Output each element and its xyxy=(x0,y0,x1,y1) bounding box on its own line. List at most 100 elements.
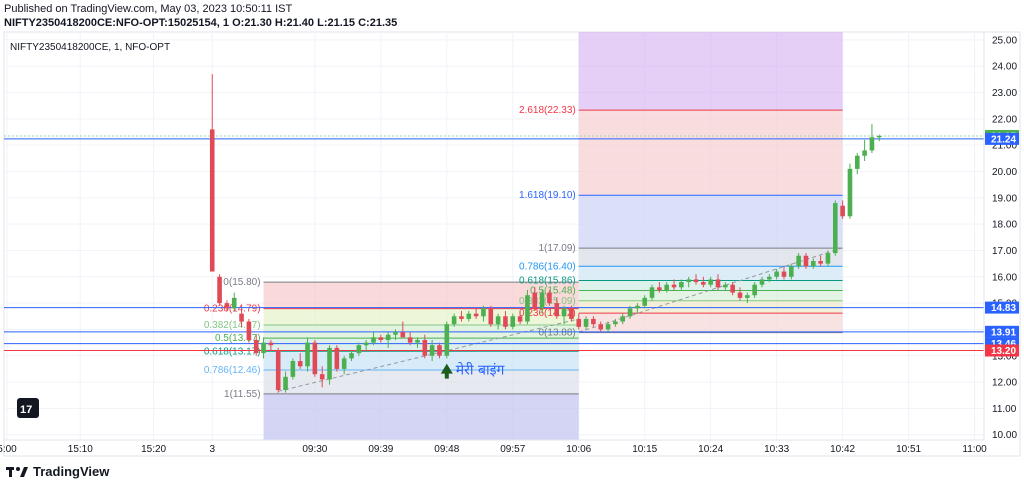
candle-body xyxy=(862,150,867,156)
candle xyxy=(561,305,567,325)
candle-body xyxy=(752,284,757,296)
candle xyxy=(334,345,340,372)
candle xyxy=(305,337,310,372)
candle xyxy=(341,355,347,375)
candle-body xyxy=(451,316,457,325)
candle-body xyxy=(657,287,662,290)
candle xyxy=(825,250,831,267)
price-tick-label: 19.00 xyxy=(992,193,1017,204)
candle xyxy=(745,292,750,304)
candle xyxy=(613,318,618,327)
price-axis-tag[interactable]: 13.91 xyxy=(985,325,1019,339)
fib-level-label: 0.236(14.62) xyxy=(519,308,576,319)
candle-body xyxy=(261,342,266,354)
candle xyxy=(481,305,486,322)
chart-frame xyxy=(3,31,1021,457)
candle xyxy=(840,200,845,219)
candle xyxy=(723,282,728,290)
price-tag-label: 14.83 xyxy=(991,303,1016,314)
candle xyxy=(796,253,801,269)
tv-watermark-icon: 17 xyxy=(17,398,39,418)
price-axis-tag[interactable]: 13.20 xyxy=(985,344,1019,358)
candle-body xyxy=(444,324,450,356)
fib-band xyxy=(578,313,843,333)
fib-level-label: 1.618(19.10) xyxy=(519,190,576,201)
price-axis-tag[interactable]: 14.83 xyxy=(985,301,1019,315)
candle-body xyxy=(319,374,325,380)
tradingview-brand: TradingView xyxy=(33,464,110,479)
candle-body xyxy=(554,303,560,317)
fib-level-label: 0.786(12.46) xyxy=(204,365,261,376)
time-tick-label: 15:20 xyxy=(141,444,166,455)
candle-body xyxy=(209,129,215,272)
price-tick-label: 24.00 xyxy=(992,62,1017,73)
low-label: L: xyxy=(317,17,328,29)
candle-body xyxy=(583,318,589,327)
fib-level-label: 0.618(13.17) xyxy=(204,346,261,357)
candle-body xyxy=(312,342,318,375)
candle-body xyxy=(767,276,772,280)
fib-level-label: 0.236(14.79) xyxy=(204,304,261,315)
candle xyxy=(525,289,530,325)
time-tick-label: 3 xyxy=(209,444,215,455)
candle-body xyxy=(334,347,340,369)
candle xyxy=(503,311,508,330)
time-axis[interactable]: 5:00 15:10 15:20 3 09:30 09:39 09:48 09:57 10:06… xyxy=(0,439,987,455)
fib-band xyxy=(263,393,579,440)
candle-body xyxy=(407,337,413,343)
fib-right[interactable]: 2.618(22.33) 1.618(19.10) 1(17.09) 0.786(16… xyxy=(519,32,843,339)
time-tick-label: 09:30 xyxy=(302,444,327,455)
candle xyxy=(811,258,816,269)
time-tick-label: 09:48 xyxy=(434,444,459,455)
candle-body xyxy=(517,316,523,322)
fib-level-label: 1(17.09) xyxy=(538,243,575,254)
candle xyxy=(693,274,699,285)
time-tick-label: 15:10 xyxy=(68,444,93,455)
candle-body xyxy=(759,279,765,285)
candle-body xyxy=(356,345,362,354)
candle xyxy=(378,334,384,343)
price-tick-label: 16.00 xyxy=(992,272,1017,283)
price-axis[interactable]: 10.0011.0012.0013.0014.0015.0016.0017.00… xyxy=(983,32,1019,441)
candle-body xyxy=(437,345,442,356)
candle xyxy=(539,289,545,314)
price-tag-bg xyxy=(985,344,1019,357)
price-axis-tag[interactable]: 21.24 xyxy=(985,132,1019,146)
candle-body xyxy=(283,376,288,390)
fib-band xyxy=(578,290,843,301)
candle xyxy=(803,253,809,269)
fibonacci-tools[interactable]: 0(15.80) 0.236(14.79) 0.382(14.17) 0.5(13.6… xyxy=(204,32,843,440)
candle xyxy=(569,305,574,322)
candle xyxy=(605,321,611,333)
candle-body xyxy=(679,282,684,288)
candle xyxy=(224,300,230,312)
time-tick-label: 09:39 xyxy=(368,444,393,455)
candle-body xyxy=(239,313,244,322)
price-tick-label: 13.00 xyxy=(992,351,1017,362)
candle xyxy=(466,311,472,322)
fib-band xyxy=(578,195,843,249)
horizontal-lines[interactable] xyxy=(4,135,984,352)
candle-body xyxy=(539,292,545,309)
annotation-layer[interactable]: मेरी बाइंग xyxy=(440,362,506,379)
candle xyxy=(862,139,867,161)
candle xyxy=(532,287,538,312)
candle-body xyxy=(268,342,274,346)
fib-band xyxy=(263,369,579,394)
close-label: C: xyxy=(358,17,370,29)
price-tick-label: 18.00 xyxy=(992,220,1017,231)
candle xyxy=(774,268,779,280)
candle-body xyxy=(378,337,384,340)
candle-body xyxy=(627,308,633,317)
candle xyxy=(393,329,398,340)
candle-body xyxy=(481,308,486,317)
candle-body xyxy=(253,339,259,354)
fib-band xyxy=(578,110,843,196)
candle-body xyxy=(576,318,582,327)
candle xyxy=(642,295,648,309)
candle xyxy=(415,337,420,348)
candle-body xyxy=(473,313,479,317)
candle xyxy=(752,282,757,298)
candle xyxy=(649,284,655,301)
